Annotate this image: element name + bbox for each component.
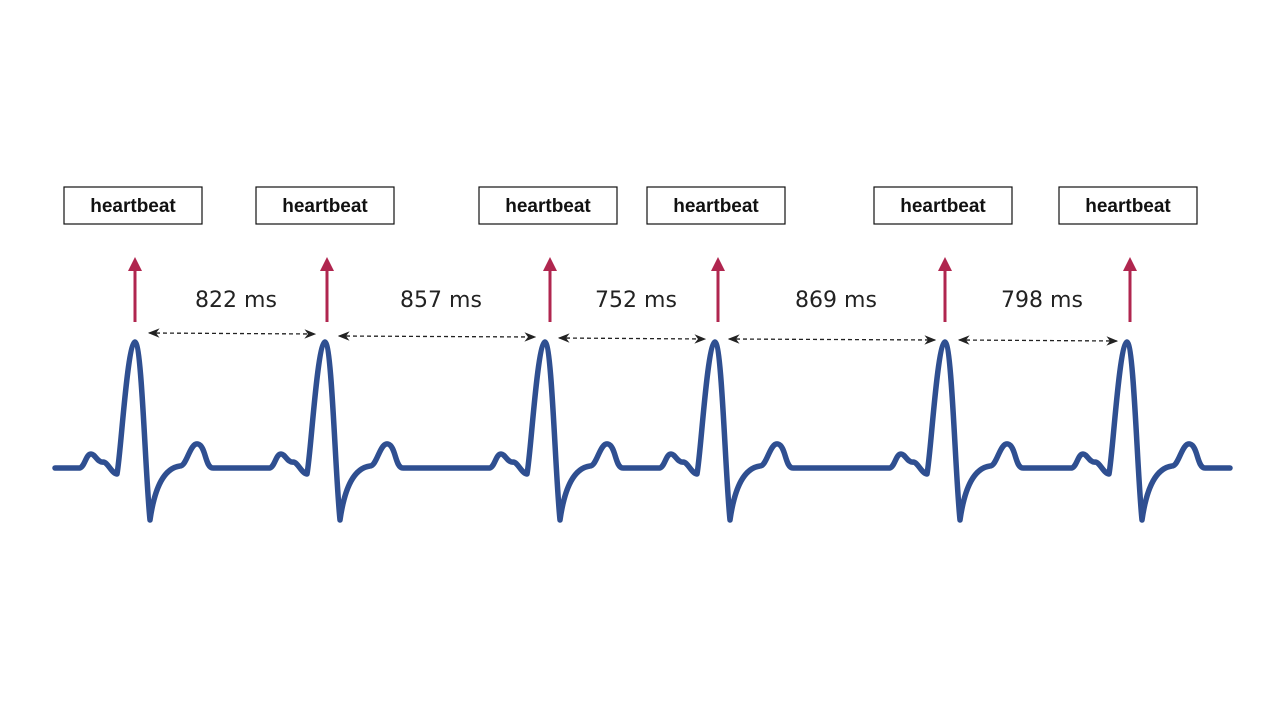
heartbeat-arrow-icon xyxy=(543,257,557,322)
interval-span-line xyxy=(727,334,937,345)
rr-intervals: 822 ms 857 ms 752 ms 869 ms 798 ms xyxy=(147,288,1119,346)
heartbeat-box: heartbeat xyxy=(63,186,203,225)
heartbeat-label: heartbeat xyxy=(673,196,759,217)
heartbeat-label: heartbeat xyxy=(900,196,986,217)
heartbeat-arrow-icon xyxy=(711,257,725,322)
interval-label: 857 ms xyxy=(400,288,482,313)
heartbeat-box-border xyxy=(646,186,786,225)
heartbeat-label: heartbeat xyxy=(1085,196,1171,217)
ecg-trace xyxy=(52,339,1233,523)
interval-span-line xyxy=(957,335,1119,346)
heartbeat-labels: heartbeat heartbeat heartbeat heartbeat hear… xyxy=(63,186,1198,225)
heartbeat-box: heartbeat xyxy=(873,186,1013,225)
interval-label: 869 ms xyxy=(795,288,877,313)
heartbeat-box: heartbeat xyxy=(478,186,618,225)
heartbeat-box-border xyxy=(1058,186,1198,225)
heartbeat-arrow-icon xyxy=(128,257,142,322)
heartbeat-arrow-icon xyxy=(320,257,334,322)
interval-label: 752 ms xyxy=(595,288,677,313)
interval-label: 798 ms xyxy=(1001,288,1083,313)
heartbeat-box-border xyxy=(255,186,395,225)
heartbeat-box: heartbeat xyxy=(646,186,786,225)
heartbeat-label: heartbeat xyxy=(282,196,368,217)
heartbeat-box: heartbeat xyxy=(255,186,395,225)
heartbeat-label: heartbeat xyxy=(90,196,176,217)
heartbeat-label: heartbeat xyxy=(505,196,591,217)
heartbeat-arrows xyxy=(128,257,1137,322)
heartbeat-box-border xyxy=(478,186,618,225)
heartbeat-box: heartbeat xyxy=(1058,186,1198,225)
interval-span-line xyxy=(557,333,707,344)
heartbeat-arrow-icon xyxy=(938,257,952,322)
heartbeat-arrow-icon xyxy=(1123,257,1137,322)
heartbeat-box-border xyxy=(63,186,203,225)
interval-label: 822 ms xyxy=(195,288,277,313)
interval-span-line xyxy=(147,328,317,339)
interval-span-line xyxy=(337,331,537,342)
heartbeat-box-border xyxy=(873,186,1013,225)
